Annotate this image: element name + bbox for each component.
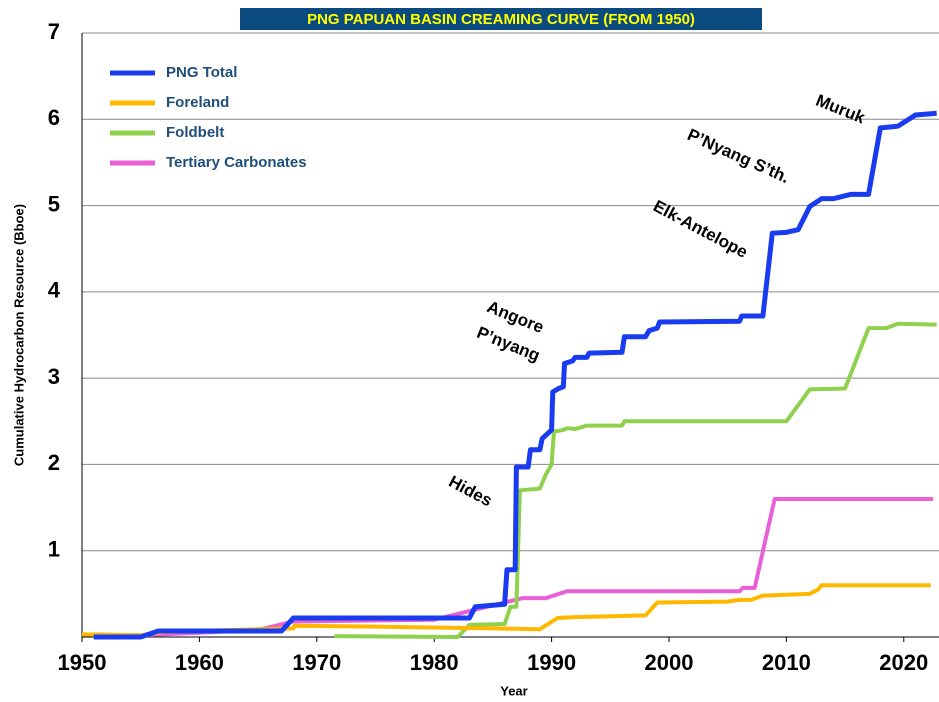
- legend-label: Foldbelt: [166, 124, 224, 141]
- annotation: Elk-Antelope: [650, 196, 751, 262]
- y-axis-label: Cumulative Hydrocarbon Resource (Bboe): [11, 204, 26, 466]
- y-tick-label: 3: [48, 364, 60, 389]
- chart-title: PNG PAPUAN BASIN CREAMING CURVE (FROM 19…: [307, 11, 695, 28]
- x-tick-label: 2020: [879, 650, 928, 675]
- y-tick-label: 2: [48, 450, 60, 475]
- x-tick-label: 2000: [645, 650, 694, 675]
- series-line: [81, 583, 931, 638]
- legend-label: Foreland: [166, 94, 229, 111]
- x-tick-label: 1960: [175, 650, 224, 675]
- y-tick-label: 6: [48, 105, 60, 130]
- annotation: P’Nyang S’th.: [684, 125, 792, 187]
- title-background: [240, 8, 762, 30]
- x-axis-label: Year: [500, 683, 527, 698]
- y-tick-label: 1: [48, 537, 60, 562]
- x-tick-label: 1970: [292, 650, 341, 675]
- annotation: Hides: [446, 472, 496, 511]
- legend-label: PNG Total: [166, 64, 237, 81]
- legend-label: Tertiary Carbonates: [166, 154, 307, 171]
- series-line: [334, 321, 937, 639]
- y-tick-label: 5: [48, 191, 60, 216]
- x-tick-label: 1950: [58, 650, 107, 675]
- x-tick-label: 1990: [527, 650, 576, 675]
- annotation: Muruk: [813, 91, 868, 128]
- y-tick-label: 7: [48, 19, 60, 44]
- x-tick-label: 2010: [762, 650, 811, 675]
- series-line: [93, 110, 937, 640]
- x-tick-label: 1980: [410, 650, 459, 675]
- y-tick-label: 4: [48, 278, 61, 303]
